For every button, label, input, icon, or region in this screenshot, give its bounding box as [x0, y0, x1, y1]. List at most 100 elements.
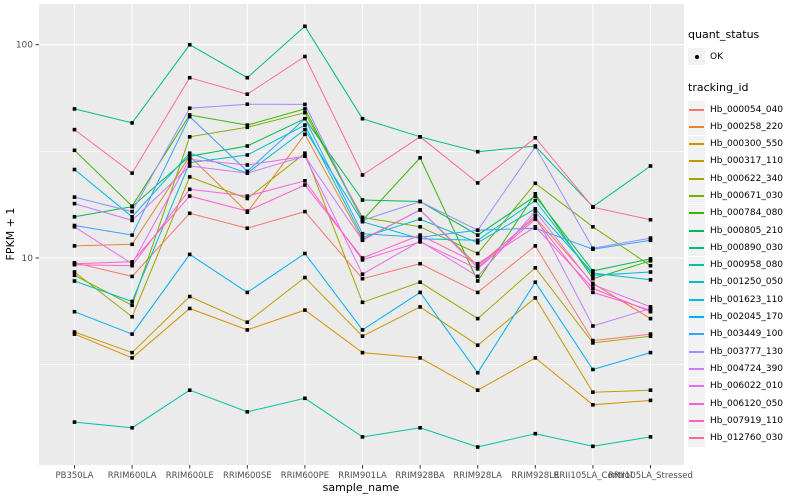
point-marker	[187, 187, 192, 192]
legend-key	[688, 152, 705, 170]
point-marker	[187, 194, 192, 198]
point-marker	[303, 396, 307, 401]
point-marker	[648, 263, 653, 268]
point-marker	[591, 271, 595, 275]
point-marker	[130, 233, 134, 237]
plot-panel: PB350LA RRIM600LA RRIM600LE RRIM600SE RRIM60…	[16, 4, 693, 481]
point-marker	[418, 233, 422, 237]
point-marker	[303, 308, 307, 312]
point-marker	[245, 290, 250, 295]
point-marker	[418, 156, 422, 160]
point-marker	[418, 235, 422, 240]
point-marker	[130, 426, 134, 430]
legend-key	[688, 48, 705, 65]
point-marker	[303, 24, 307, 29]
point-marker	[418, 426, 422, 430]
legend-item-Hb_000805_210: Hb_000805_210	[688, 222, 800, 240]
point-marker	[72, 273, 77, 278]
point-marker	[591, 205, 595, 209]
point-marker	[418, 240, 422, 244]
point-marker	[648, 350, 653, 355]
point-marker	[187, 294, 192, 299]
point-marker	[533, 296, 538, 300]
point-marker	[72, 279, 77, 283]
ok-point-marker	[694, 54, 699, 59]
legend-title-quant-status: quant_status	[688, 28, 760, 41]
point-marker	[130, 274, 134, 279]
point-marker	[303, 116, 307, 121]
point-marker	[475, 370, 480, 375]
point-marker	[303, 275, 307, 280]
point-marker	[72, 332, 77, 336]
point-marker	[360, 334, 365, 338]
point-marker	[72, 148, 77, 153]
point-marker	[475, 263, 480, 268]
point-marker	[303, 251, 307, 256]
point-marker	[187, 160, 192, 165]
point-marker	[648, 259, 653, 263]
legend-item-Hb_001623_110: Hb_001623_110	[688, 291, 800, 309]
point-marker	[648, 164, 653, 168]
point-marker	[187, 211, 192, 216]
point-marker	[187, 157, 192, 162]
legend-key	[688, 118, 705, 136]
legend-key	[688, 187, 705, 205]
point-marker	[303, 151, 307, 155]
point-marker	[303, 107, 307, 111]
point-marker	[475, 274, 480, 279]
legend-label: Hb_000784_080	[710, 208, 784, 219]
point-marker	[130, 242, 134, 247]
x-tick-label: RRIM928BA	[395, 471, 445, 481]
legend-item-Hb_000958_080: Hb_000958_080	[688, 256, 800, 274]
legend-label: Hb_000805_210	[710, 225, 784, 236]
legend-item-Hb_006022_010: Hb_006022_010	[688, 377, 800, 395]
point-marker	[303, 154, 307, 158]
legend-line-swatch	[689, 419, 704, 422]
point-marker	[648, 236, 653, 240]
point-marker	[648, 257, 653, 261]
legend-label: Hb_006022_010	[710, 381, 784, 392]
point-marker	[533, 356, 538, 360]
point-marker	[475, 261, 480, 266]
point-marker	[360, 328, 365, 332]
legend-line-swatch	[689, 108, 704, 111]
point-marker	[591, 282, 595, 287]
point-marker	[360, 198, 365, 202]
point-marker	[475, 228, 480, 232]
legend-line-swatch	[689, 246, 704, 249]
point-marker	[591, 338, 595, 343]
point-marker	[591, 246, 595, 251]
point-marker	[360, 231, 365, 236]
legend-item-Hb_003449_100: Hb_003449_100	[688, 325, 800, 343]
legend-label: Hb_004724_390	[710, 363, 784, 374]
legend-item-Hb_000671_030: Hb_000671_030	[688, 187, 800, 205]
legend-label: Hb_000054_040	[710, 104, 784, 115]
legend-label: Hb_012760_030	[710, 433, 784, 444]
x-axis-title: sample_name	[323, 481, 400, 494]
x-tick-label: RRIM600LE	[166, 471, 214, 481]
point-marker	[418, 199, 422, 204]
point-marker	[360, 350, 365, 355]
point-marker	[72, 270, 77, 274]
legend-item-Hb_006120_050: Hb_006120_050	[688, 395, 800, 413]
legend-line-swatch	[689, 212, 704, 215]
legend-label: Hb_000890_030	[710, 242, 784, 253]
point-marker	[418, 208, 422, 212]
point-marker	[591, 276, 595, 281]
point-marker	[245, 102, 250, 106]
point-marker	[187, 114, 192, 119]
point-marker	[475, 316, 480, 321]
legend-label: Hb_003449_100	[710, 329, 784, 340]
x-tick-label: RRIM901LA	[338, 471, 387, 481]
point-marker	[303, 127, 307, 132]
point-marker	[418, 261, 422, 266]
legend-line-swatch	[689, 316, 704, 319]
point-marker	[533, 136, 538, 140]
point-marker	[72, 244, 77, 248]
point-marker	[187, 135, 192, 139]
point-marker	[360, 256, 365, 260]
point-marker	[475, 181, 480, 185]
point-marker	[303, 54, 307, 59]
point-marker	[72, 261, 77, 266]
